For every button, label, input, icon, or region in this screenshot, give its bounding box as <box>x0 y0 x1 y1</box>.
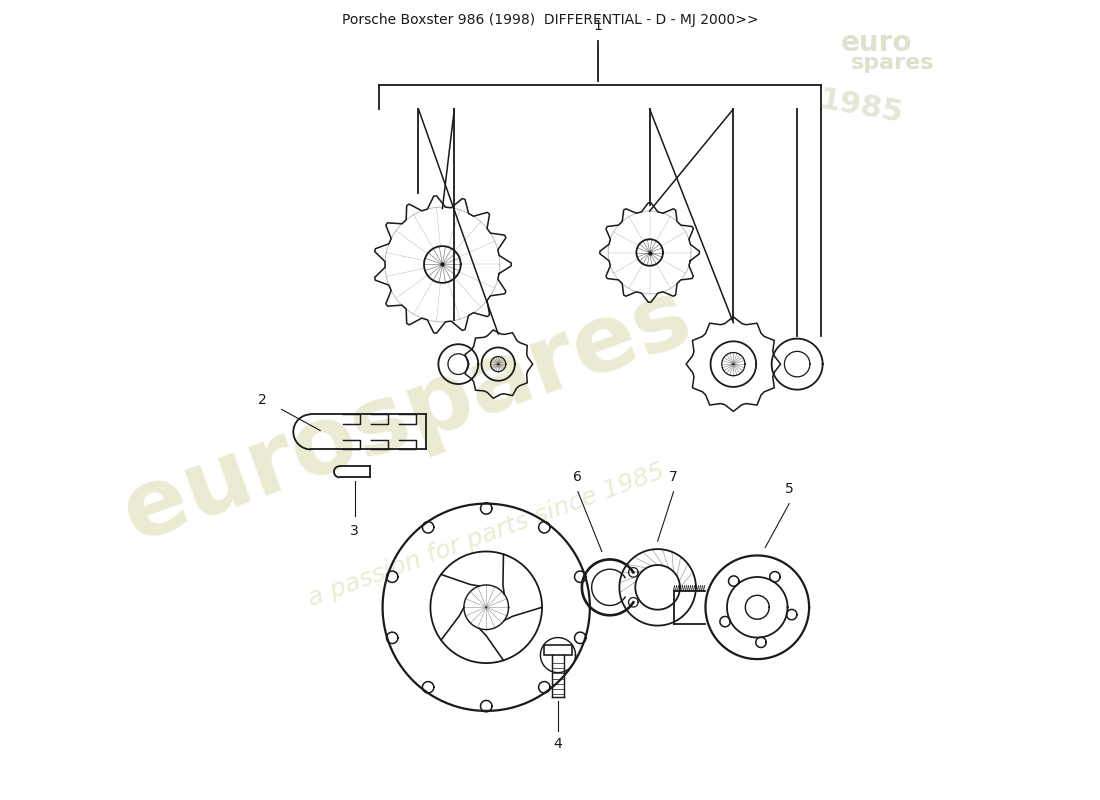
Text: 5: 5 <box>784 482 793 496</box>
Text: 3: 3 <box>350 523 359 538</box>
Text: 1985: 1985 <box>816 85 905 129</box>
Text: euro: euro <box>842 30 913 58</box>
Text: eurospares: eurospares <box>110 270 703 562</box>
Text: 2: 2 <box>258 393 267 407</box>
Text: 4: 4 <box>553 738 562 751</box>
Text: Porsche Boxster 986 (1998)  DIFFERENTIAL - D - MJ 2000>>: Porsche Boxster 986 (1998) DIFFERENTIAL … <box>342 14 758 27</box>
Bar <box>543 645 572 655</box>
Text: spares: spares <box>851 54 935 74</box>
Text: 6: 6 <box>573 470 582 484</box>
Text: 7: 7 <box>669 470 678 484</box>
Text: 1: 1 <box>593 19 603 34</box>
Text: a passion for parts since 1985: a passion for parts since 1985 <box>305 460 668 611</box>
